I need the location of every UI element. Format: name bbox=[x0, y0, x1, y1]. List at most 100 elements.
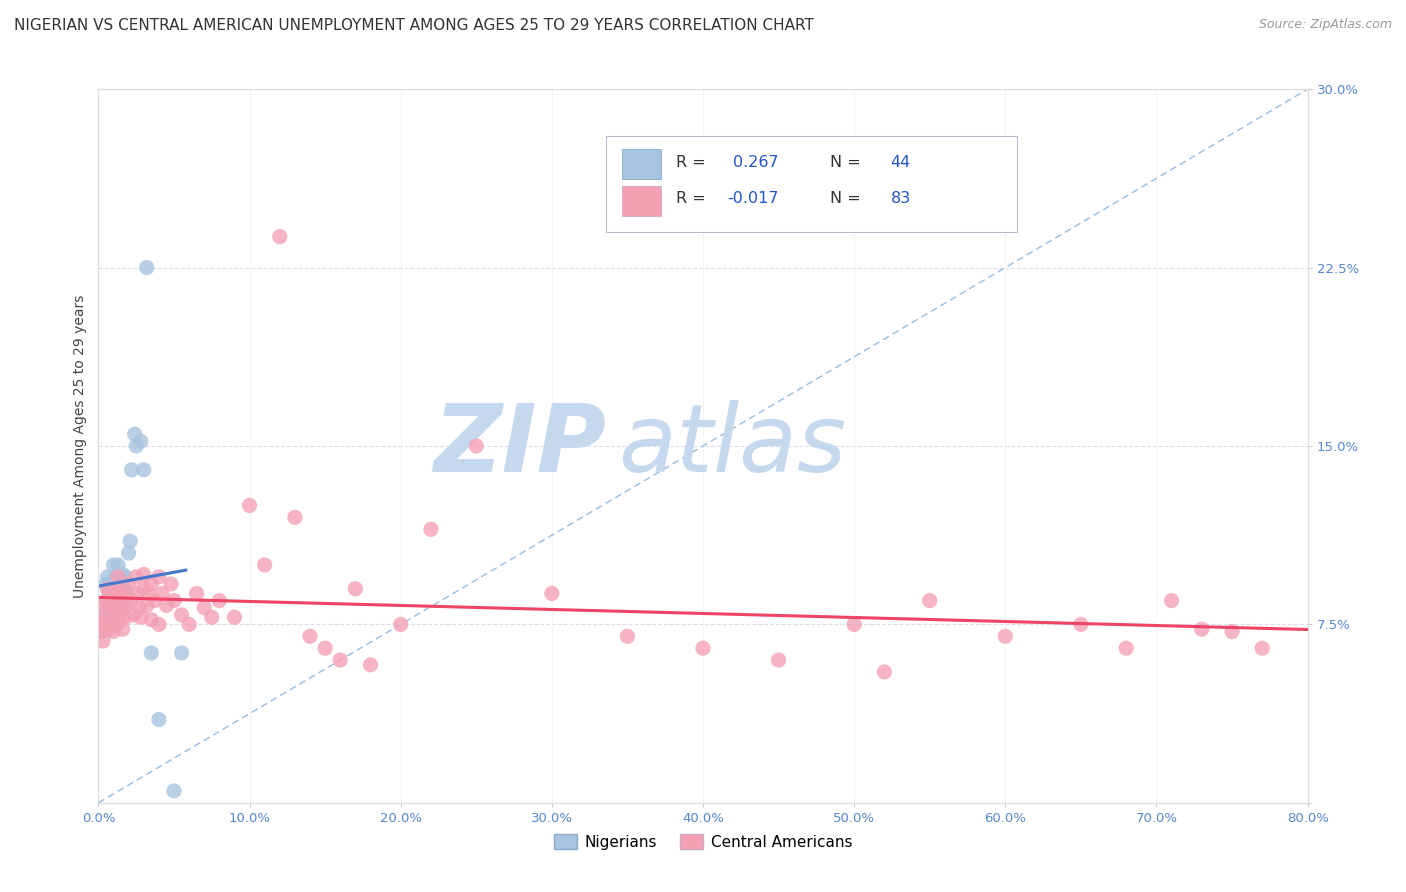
Text: 83: 83 bbox=[890, 191, 911, 206]
Point bbox=[193, 600, 215, 615]
Point bbox=[1251, 641, 1274, 656]
Point bbox=[284, 510, 307, 524]
Point bbox=[87, 615, 110, 629]
Point bbox=[465, 439, 488, 453]
Point bbox=[253, 558, 276, 572]
Point bbox=[208, 593, 231, 607]
Text: atlas: atlas bbox=[619, 401, 846, 491]
FancyBboxPatch shape bbox=[621, 149, 661, 179]
Point bbox=[141, 613, 163, 627]
Point bbox=[105, 599, 128, 613]
Point bbox=[121, 593, 143, 607]
Point bbox=[1220, 624, 1243, 639]
Point bbox=[120, 534, 142, 549]
Point bbox=[1160, 593, 1182, 607]
Text: Source: ZipAtlas.com: Source: ZipAtlas.com bbox=[1258, 18, 1392, 31]
Point bbox=[112, 600, 135, 615]
Point bbox=[129, 610, 152, 624]
Point bbox=[100, 586, 122, 600]
Point bbox=[132, 567, 155, 582]
Point bbox=[105, 570, 128, 584]
Point bbox=[132, 463, 155, 477]
Point bbox=[540, 586, 562, 600]
Y-axis label: Unemployment Among Ages 25 to 29 years: Unemployment Among Ages 25 to 29 years bbox=[73, 294, 87, 598]
Point bbox=[129, 434, 152, 449]
Point bbox=[94, 577, 117, 591]
Point bbox=[104, 607, 127, 622]
Point bbox=[104, 607, 127, 622]
Point bbox=[111, 567, 134, 582]
Point bbox=[91, 634, 114, 648]
Point bbox=[98, 622, 121, 636]
Point bbox=[994, 629, 1017, 643]
Point bbox=[98, 582, 121, 596]
Point bbox=[96, 570, 118, 584]
Point bbox=[314, 641, 336, 656]
Point bbox=[101, 599, 124, 613]
Point bbox=[94, 593, 117, 607]
Point bbox=[101, 617, 124, 632]
Point bbox=[108, 613, 131, 627]
Point bbox=[103, 624, 125, 639]
Point bbox=[100, 606, 122, 620]
Point bbox=[329, 653, 352, 667]
Point bbox=[121, 463, 143, 477]
Point bbox=[299, 629, 322, 643]
Point bbox=[90, 624, 112, 639]
Point bbox=[98, 600, 121, 615]
Point bbox=[87, 610, 110, 624]
Point bbox=[110, 606, 132, 620]
Point bbox=[114, 570, 136, 584]
Text: R =: R = bbox=[676, 191, 711, 206]
Point bbox=[1070, 617, 1092, 632]
Point bbox=[179, 617, 201, 632]
Point bbox=[103, 586, 125, 600]
Point bbox=[163, 784, 186, 798]
Point bbox=[105, 617, 128, 632]
Text: -0.017: -0.017 bbox=[727, 191, 779, 206]
Point bbox=[201, 610, 224, 624]
Text: N =: N = bbox=[830, 191, 866, 206]
Point bbox=[118, 577, 141, 591]
Point bbox=[873, 665, 896, 679]
Point bbox=[124, 427, 146, 442]
Point bbox=[107, 582, 129, 596]
Point bbox=[170, 607, 193, 622]
Point bbox=[111, 622, 134, 636]
Point bbox=[90, 624, 112, 639]
Text: ZIP: ZIP bbox=[433, 400, 606, 492]
Point bbox=[148, 713, 170, 727]
Point bbox=[360, 657, 382, 672]
Point bbox=[103, 593, 125, 607]
Point bbox=[105, 599, 128, 613]
Point bbox=[148, 617, 170, 632]
Point bbox=[110, 586, 132, 600]
Point bbox=[100, 586, 122, 600]
Point bbox=[239, 499, 262, 513]
Point bbox=[918, 593, 941, 607]
Point bbox=[125, 439, 148, 453]
Point bbox=[155, 599, 177, 613]
Point bbox=[94, 617, 117, 632]
Point bbox=[125, 586, 148, 600]
Point bbox=[101, 574, 124, 589]
Point bbox=[103, 615, 125, 629]
Point bbox=[87, 615, 110, 629]
Point bbox=[107, 582, 129, 596]
Point bbox=[141, 646, 163, 660]
Point bbox=[768, 653, 790, 667]
Text: R =: R = bbox=[676, 155, 711, 170]
Point bbox=[136, 586, 159, 600]
Point bbox=[844, 617, 866, 632]
Point bbox=[1191, 622, 1213, 636]
Point bbox=[118, 546, 141, 560]
Point bbox=[160, 577, 183, 591]
Point bbox=[112, 582, 135, 596]
Point bbox=[616, 629, 638, 643]
Point bbox=[114, 610, 136, 624]
Point bbox=[96, 593, 118, 607]
Point bbox=[143, 593, 166, 607]
Point bbox=[150, 586, 173, 600]
Point bbox=[108, 593, 131, 607]
Point bbox=[1115, 641, 1137, 656]
